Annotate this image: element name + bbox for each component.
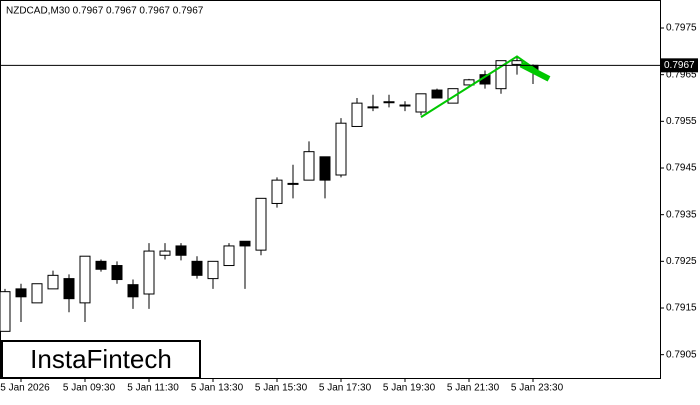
candle-body — [255, 197, 267, 251]
candle-body — [143, 250, 155, 295]
y-tick-label: 0.7945 — [666, 163, 697, 174]
candle-body — [63, 278, 75, 300]
candle-body — [79, 255, 91, 304]
y-tick-label: 0.7965 — [666, 69, 697, 80]
candle-body — [335, 122, 347, 176]
x-tick-label: 5 Jan 11:30 — [127, 383, 179, 394]
candle-body — [511, 60, 523, 65]
candle-body — [175, 245, 187, 256]
y-tick-label: 0.7925 — [666, 256, 697, 267]
candle-body — [383, 101, 395, 104]
candle-body — [191, 260, 203, 276]
candle-body — [351, 102, 363, 127]
logo-box — [1, 340, 201, 379]
candle-body — [319, 156, 331, 181]
candle-body — [0, 291, 11, 332]
y-tick-label: 0.7975 — [666, 23, 697, 34]
x-tick-label: 5 Jan 17:30 — [319, 383, 372, 394]
candle-body — [207, 260, 219, 280]
candle-body — [47, 274, 59, 290]
candle-body — [239, 240, 251, 247]
candle-body — [111, 265, 123, 281]
candle-body — [431, 89, 443, 99]
candle-body — [287, 182, 299, 185]
y-tick-label: 0.7935 — [666, 209, 697, 220]
candle-body — [399, 104, 411, 107]
candle-body — [415, 93, 427, 113]
candle-body — [127, 284, 139, 298]
y-tick-label: 0.7905 — [666, 349, 697, 360]
x-tick-label: 5 Jan 13:30 — [191, 383, 244, 394]
price-label-box — [660, 58, 698, 73]
x-tick-label: 5 Jan 23:30 — [511, 383, 564, 394]
y-tick-label: 0.7915 — [666, 303, 697, 314]
x-tick-label: 5 Jan 09:30 — [63, 383, 116, 394]
candle-body — [303, 151, 315, 181]
price-label: 0.7967 — [664, 60, 695, 71]
candle-body — [31, 283, 43, 304]
x-tick-label: 5 Jan 19:30 — [383, 383, 436, 394]
x-tick-label: 5 Jan 2026 — [0, 383, 50, 394]
candle-body — [223, 245, 235, 267]
candle-body — [95, 260, 107, 270]
candle-body — [159, 250, 171, 256]
candle-body — [271, 179, 283, 204]
candle-body — [495, 60, 507, 90]
candle-body — [463, 79, 475, 86]
chart-header: NZDCAD,M30 0.7967 0.7967 0.7967 0.7967 — [6, 6, 204, 17]
candle-body — [367, 106, 379, 109]
pattern-flag — [519, 61, 551, 82]
x-tick-label: 5 Jan 15:30 — [255, 383, 308, 394]
plot-frame — [0, 0, 661, 379]
candle-body — [15, 288, 27, 298]
x-tick-label: 5 Jan 21:30 — [447, 383, 500, 394]
logo: InstaFintech — [30, 344, 172, 374]
y-tick-label: 0.7955 — [666, 116, 697, 127]
